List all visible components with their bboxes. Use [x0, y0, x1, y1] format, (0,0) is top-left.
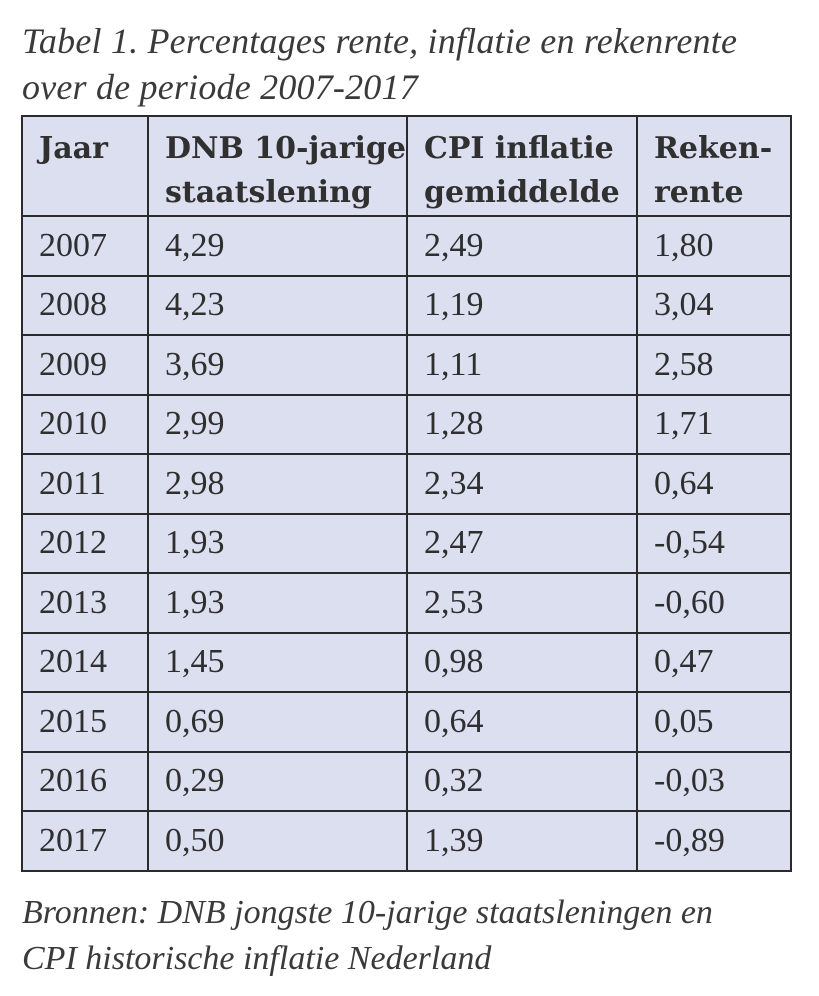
cell-dnb-staatslening: 4,29 [147, 215, 408, 277]
table-body: 2007 4,29 2,49 1,80 2008 4,23 1,19 3,04 2009 3,69… [21, 215, 792, 872]
cell-cpi-inflatie: 1,39 [406, 810, 638, 872]
cell-dnb-staatslening: 2,98 [147, 453, 408, 515]
header-cpi-line-2: gemiddelde [424, 175, 620, 210]
cell-jaar: 2014 [21, 631, 149, 693]
cell-cpi-inflatie: 2,34 [406, 453, 638, 515]
cell-dnb-staatslening: 1,93 [147, 512, 408, 574]
sources-line-2: CPI historische inflatie Nederland [22, 940, 492, 977]
cell-cpi-inflatie: 0,32 [406, 750, 638, 812]
table-row: 2016 0,29 0,32 -0,03 [21, 750, 792, 812]
caption-line-1: Tabel 1. Percentages rente, inflatie en … [22, 21, 738, 61]
cell-dnb-staatslening: 1,93 [147, 572, 408, 634]
cell-jaar: 2009 [21, 334, 149, 396]
header-cpi-line-1: CPI inflatie [424, 131, 614, 166]
header-dnb-staatslening: DNB 10-jarige staatslening [147, 115, 408, 217]
cell-rekenrente: 2,58 [636, 334, 792, 396]
cell-cpi-inflatie: 2,47 [406, 512, 638, 574]
cell-cpi-inflatie: 1,28 [406, 393, 638, 455]
cell-dnb-staatslening: 0,29 [147, 750, 408, 812]
header-rekenrente-line-2: rente [654, 175, 744, 210]
cell-jaar: 2011 [21, 453, 149, 515]
table-row: 2014 1,45 0,98 0,47 [21, 631, 792, 693]
table-row: 2015 0,69 0,64 0,05 [21, 691, 792, 753]
cell-cpi-inflatie: 0,98 [406, 631, 638, 693]
caption-line-2: over de periode 2007-2017 [22, 67, 418, 107]
cell-rekenrente: -0,60 [636, 572, 792, 634]
cell-jaar: 2015 [21, 691, 149, 753]
cell-jaar: 2010 [21, 393, 149, 455]
header-jaar-line-1: Jaar [39, 131, 108, 166]
cell-cpi-inflatie: 1,19 [406, 274, 638, 336]
cell-rekenrente: -0,89 [636, 810, 792, 872]
cell-jaar: 2013 [21, 572, 149, 634]
cell-dnb-staatslening: 1,45 [147, 631, 408, 693]
header-dnb-line-1: DNB 10-jarige [165, 131, 406, 166]
data-table: Jaar DNB 10-jarige staatslening CPI infl… [21, 115, 792, 872]
table-row: 2007 4,29 2,49 1,80 [21, 215, 792, 277]
cell-dnb-staatslening: 3,69 [147, 334, 408, 396]
cell-rekenrente: 1,71 [636, 393, 792, 455]
cell-rekenrente: 3,04 [636, 274, 792, 336]
table-caption: Tabel 1. Percentages rente, inflatie en … [22, 18, 802, 110]
data-table-container: Jaar DNB 10-jarige staatslening CPI infl… [21, 115, 792, 872]
header-rekenrente-line-1: Reken- [654, 131, 773, 166]
cell-cpi-inflatie: 1,11 [406, 334, 638, 396]
table-row: 2008 4,23 1,19 3,04 [21, 274, 792, 336]
table-header-row: Jaar DNB 10-jarige staatslening CPI infl… [21, 115, 792, 217]
cell-rekenrente: 0,64 [636, 453, 792, 515]
table-row: 2013 1,93 2,53 -0,60 [21, 572, 792, 634]
cell-jaar: 2008 [21, 274, 149, 336]
cell-jaar: 2007 [21, 215, 149, 277]
table-row: 2010 2,99 1,28 1,71 [21, 393, 792, 455]
cell-cpi-inflatie: 2,53 [406, 572, 638, 634]
table-row: 2012 1,93 2,47 -0,54 [21, 512, 792, 574]
header-dnb-line-2: staatslening [165, 175, 372, 210]
table-row: 2017 0,50 1,39 -0,89 [21, 810, 792, 872]
cell-rekenrente: 0,47 [636, 631, 792, 693]
table-row: 2011 2,98 2,34 0,64 [21, 453, 792, 515]
header-jaar: Jaar [21, 115, 149, 217]
cell-jaar: 2012 [21, 512, 149, 574]
cell-rekenrente: -0,54 [636, 512, 792, 574]
header-rekenrente: Reken- rente [636, 115, 792, 217]
cell-dnb-staatslening: 4,23 [147, 274, 408, 336]
cell-dnb-staatslening: 0,50 [147, 810, 408, 872]
cell-rekenrente: 0,05 [636, 691, 792, 753]
cell-cpi-inflatie: 2,49 [406, 215, 638, 277]
cell-dnb-staatslening: 0,69 [147, 691, 408, 753]
header-cpi-inflatie: CPI inflatie gemiddelde [406, 115, 638, 217]
cell-rekenrente: -0,03 [636, 750, 792, 812]
cell-dnb-staatslening: 2,99 [147, 393, 408, 455]
table-sources: Bronnen: DNB jongste 10-jarige staatslen… [22, 890, 812, 982]
sources-line-1: Bronnen: DNB jongste 10-jarige staatslen… [22, 894, 713, 931]
cell-cpi-inflatie: 0,64 [406, 691, 638, 753]
table-row: 2009 3,69 1,11 2,58 [21, 334, 792, 396]
cell-rekenrente: 1,80 [636, 215, 792, 277]
cell-jaar: 2016 [21, 750, 149, 812]
cell-jaar: 2017 [21, 810, 149, 872]
